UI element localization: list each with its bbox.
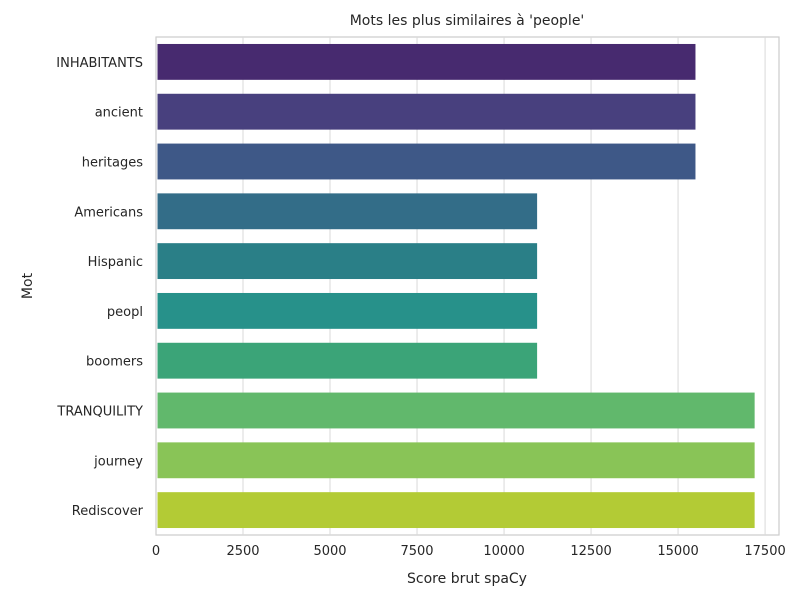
bar bbox=[157, 193, 538, 230]
x-tick-label: 12500 bbox=[570, 544, 611, 559]
bar bbox=[157, 342, 538, 379]
chart-title: Mots les plus similaires à 'people' bbox=[350, 13, 585, 29]
y-tick-label: ancient bbox=[95, 106, 143, 121]
y-axis-label: Mot bbox=[20, 272, 36, 299]
x-tick-label: 5000 bbox=[313, 544, 346, 559]
bar bbox=[157, 292, 538, 329]
y-tick-label: journey bbox=[93, 454, 143, 469]
x-tick-label: 7500 bbox=[400, 544, 433, 559]
bar bbox=[157, 492, 755, 529]
x-axis-label: Score brut spaCy bbox=[407, 571, 527, 587]
bars bbox=[157, 43, 755, 529]
bar bbox=[157, 442, 755, 479]
x-tick-label: 2500 bbox=[226, 544, 259, 559]
bar bbox=[157, 243, 538, 280]
x-tick-label: 15000 bbox=[657, 544, 698, 559]
y-tick-labels: INHABITANTS ancient heritages Americans Hisp… bbox=[56, 56, 143, 519]
bar bbox=[157, 43, 696, 80]
bar bbox=[157, 143, 696, 180]
y-tick-label: Hispanic bbox=[88, 255, 143, 270]
y-tick-label: boomers bbox=[86, 355, 143, 370]
y-tick-label: Rediscover bbox=[72, 504, 144, 519]
y-tick-label: peopl bbox=[107, 305, 143, 320]
bar bbox=[157, 392, 755, 429]
y-tick-label: INHABITANTS bbox=[56, 56, 143, 71]
bar bbox=[157, 93, 696, 130]
x-tick-label: 10000 bbox=[483, 544, 524, 559]
y-tick-label: TRANQUILITY bbox=[56, 405, 143, 420]
x-tick-label: 0 bbox=[152, 544, 160, 559]
x-tick-labels: 0 2500 5000 7500 10000 12500 15000 17500 bbox=[152, 544, 786, 559]
y-tick-label: heritages bbox=[82, 156, 144, 171]
y-tick-label: Americans bbox=[74, 205, 143, 220]
x-tick-label: 17500 bbox=[744, 544, 785, 559]
